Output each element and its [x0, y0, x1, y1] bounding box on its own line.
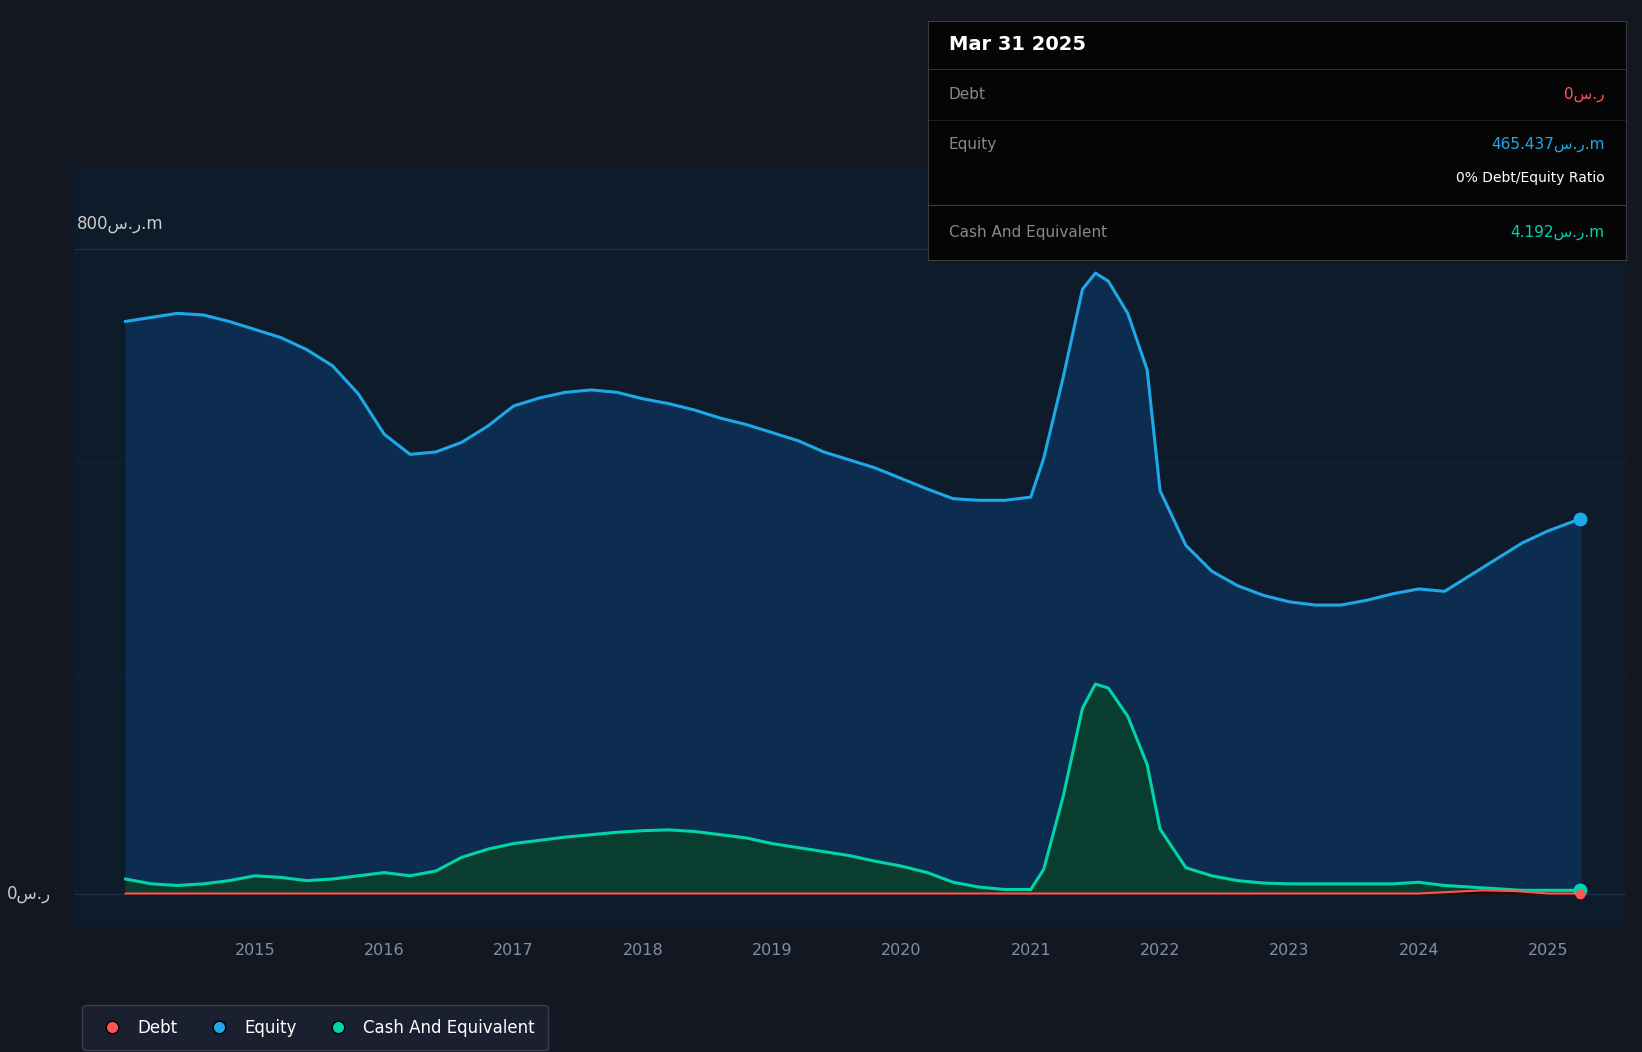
Text: 2021: 2021 [1010, 944, 1051, 958]
Text: 0س.ر: 0س.ر [7, 885, 51, 903]
Text: 2017: 2017 [493, 944, 534, 958]
Text: 2016: 2016 [365, 944, 404, 958]
Text: 2020: 2020 [882, 944, 921, 958]
Text: Debt: Debt [949, 87, 985, 102]
Text: Cash And Equivalent: Cash And Equivalent [949, 225, 1107, 240]
Text: 2023: 2023 [1269, 944, 1310, 958]
Text: 800س.ر.m: 800س.ر.m [77, 215, 163, 232]
Text: 2019: 2019 [752, 944, 793, 958]
Text: 2018: 2018 [622, 944, 663, 958]
Text: 2015: 2015 [235, 944, 276, 958]
Text: 2025: 2025 [1527, 944, 1568, 958]
Text: 4.192س.ر.m: 4.192س.ر.m [1511, 225, 1604, 240]
Text: 0% Debt/Equity Ratio: 0% Debt/Equity Ratio [1456, 170, 1604, 184]
Text: Equity: Equity [949, 137, 997, 151]
Text: Mar 31 2025: Mar 31 2025 [949, 36, 1085, 55]
Text: 465.437س.ر.m: 465.437س.ر.m [1491, 137, 1604, 151]
Text: 2024: 2024 [1399, 944, 1438, 958]
Legend: Debt, Equity, Cash And Equivalent: Debt, Equity, Cash And Equivalent [82, 1006, 548, 1050]
Text: 2022: 2022 [1140, 944, 1181, 958]
Text: 0س.ر: 0س.ر [1565, 87, 1604, 102]
